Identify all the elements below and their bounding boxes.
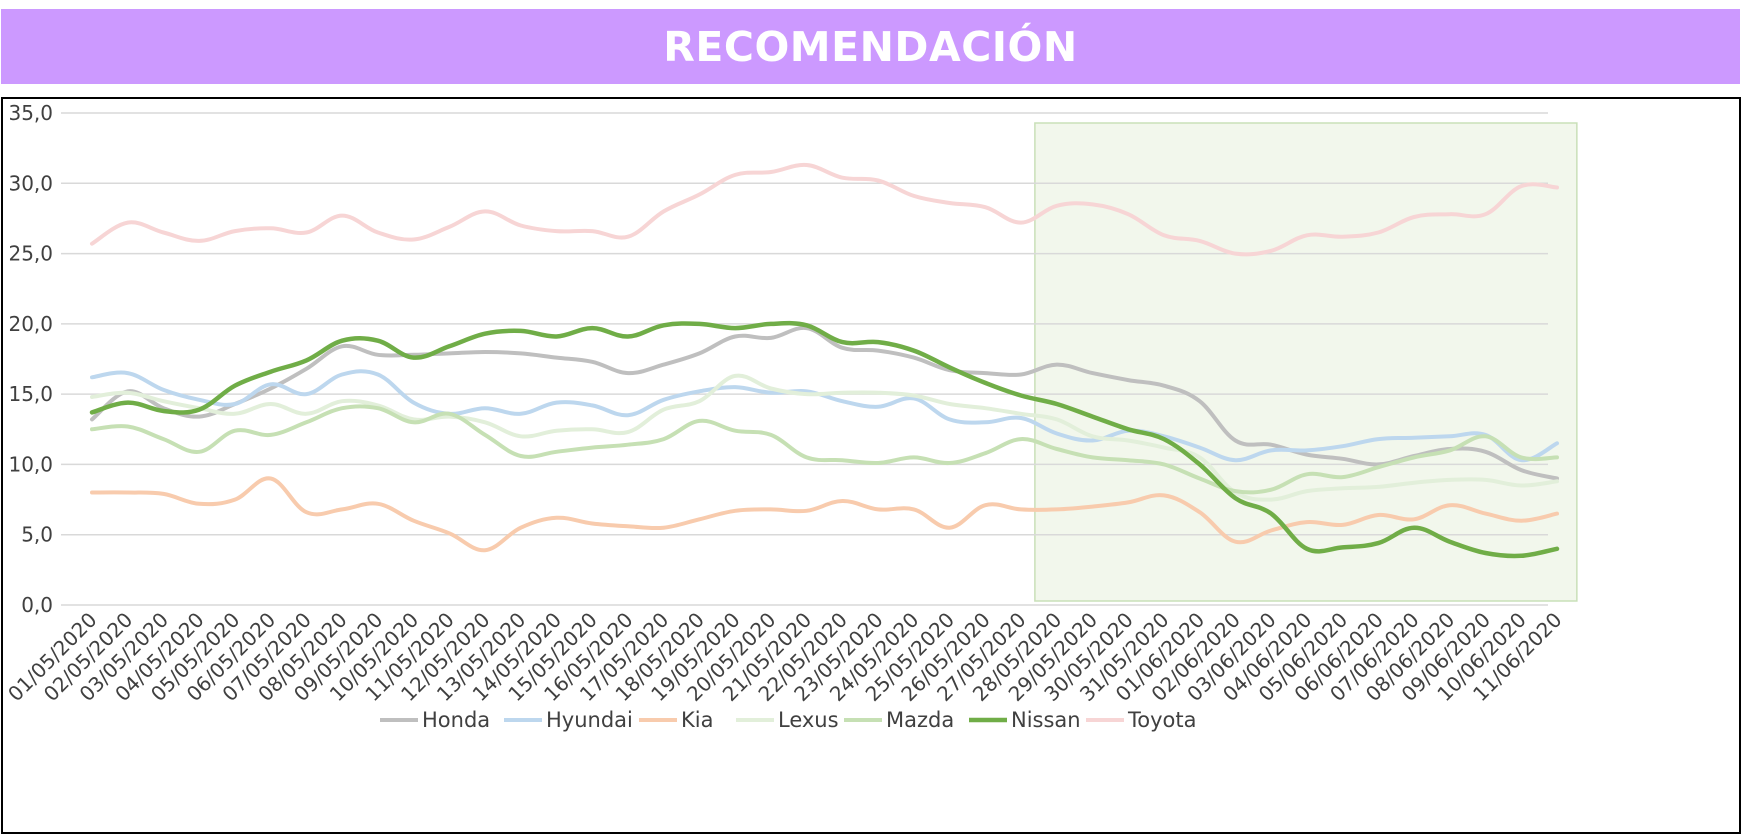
- x-axis: 01/05/202002/05/202003/05/202004/05/2020…: [3, 608, 1566, 706]
- series-line-toyota: [90, 162, 1559, 257]
- legend-item-toyota: Toyota: [1086, 708, 1197, 732]
- y-tick-label: 5,0: [21, 523, 53, 547]
- series-line-honda: [90, 325, 1559, 481]
- legend-label: Nissan: [1011, 708, 1081, 732]
- y-tick-label: 10,0: [8, 452, 53, 476]
- y-tick-label: 0,0: [21, 593, 53, 617]
- legend-label: Honda: [422, 708, 490, 732]
- series-line-nissan: [89, 320, 1560, 559]
- legend: Honda Hyundai Kia Lexus Mazda Nissan Toyota: [380, 708, 1197, 732]
- legend-label: Lexus: [778, 708, 839, 732]
- title-banner: RECOMENDACIÓN: [1, 9, 1740, 84]
- series-line-mazda: [90, 404, 1559, 495]
- y-axis: 0,0 5,0 10,0 15,0 20,0 25,0 30,0 35,0: [8, 101, 53, 617]
- legend-label: Kia: [681, 708, 713, 732]
- series-line-kia: [90, 476, 1559, 553]
- y-tick-label: 35,0: [8, 101, 53, 125]
- page-title: RECOMENDACIÓN: [663, 22, 1078, 71]
- legend-item-nissan: Nissan: [969, 708, 1081, 732]
- highlight-region: [1034, 122, 1578, 602]
- line-chart: 0,0 5,0 10,0 15,0 20,0 25,0 30,0 35,0 01/05/202…: [3, 101, 1578, 732]
- series-line-lexus: [90, 373, 1559, 502]
- series-lines: [89, 162, 1560, 559]
- y-tick-label: 30,0: [8, 171, 53, 195]
- legend-item-mazda: Mazda: [844, 708, 954, 732]
- legend-item-kia: Kia: [639, 708, 713, 732]
- y-tick-label: 15,0: [8, 382, 53, 406]
- legend-item-honda: Honda: [380, 708, 490, 732]
- legend-label: Hyundai: [546, 708, 633, 732]
- legend-label: Toyota: [1127, 708, 1197, 732]
- legend-item-lexus: Lexus: [736, 708, 839, 732]
- legend-item-hyundai: Hyundai: [504, 708, 633, 732]
- chart-container: 0,0 5,0 10,0 15,0 20,0 25,0 30,0 35,0 01/05/202…: [1, 97, 1741, 834]
- legend-label: Mazda: [886, 708, 954, 732]
- y-tick-label: 25,0: [8, 242, 53, 266]
- y-tick-label: 20,0: [8, 312, 53, 336]
